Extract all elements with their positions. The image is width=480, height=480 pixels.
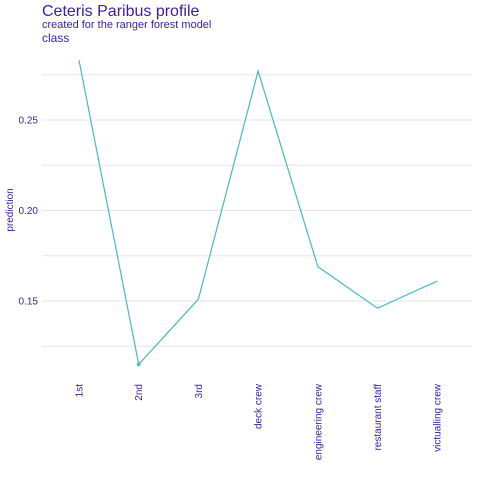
grid-lines (42, 74, 472, 347)
x-tick-label: 3rd (194, 384, 205, 398)
observation-point (136, 362, 141, 367)
y-tick-label: 0.15 (19, 297, 39, 308)
y-tick-label: 0.20 (19, 206, 39, 217)
variable-label: class (42, 31, 70, 45)
x-tick-label: 1st (75, 384, 86, 398)
x-tick-label: victualling crew (433, 383, 444, 452)
series-layer (78, 60, 438, 367)
y-axis-title: prediction (5, 188, 16, 231)
x-tick-label: deck crew (254, 383, 265, 429)
y-tick-labels: 0.15 0.20 0.25 (19, 116, 39, 308)
chart-title: Ceteris Paribus profile (42, 3, 200, 20)
series-line (78, 60, 438, 366)
x-tick-label: 2nd (134, 384, 145, 401)
y-tick-label: 0.25 (19, 116, 39, 127)
x-tick-labels: 1st 2nd 3rd deck crew engineering crew restau… (75, 383, 444, 460)
chart-subtitle: created for the ranger forest model (42, 19, 212, 31)
x-tick-label: engineering crew (313, 383, 324, 460)
x-tick-label: restaurant staff (373, 384, 384, 451)
